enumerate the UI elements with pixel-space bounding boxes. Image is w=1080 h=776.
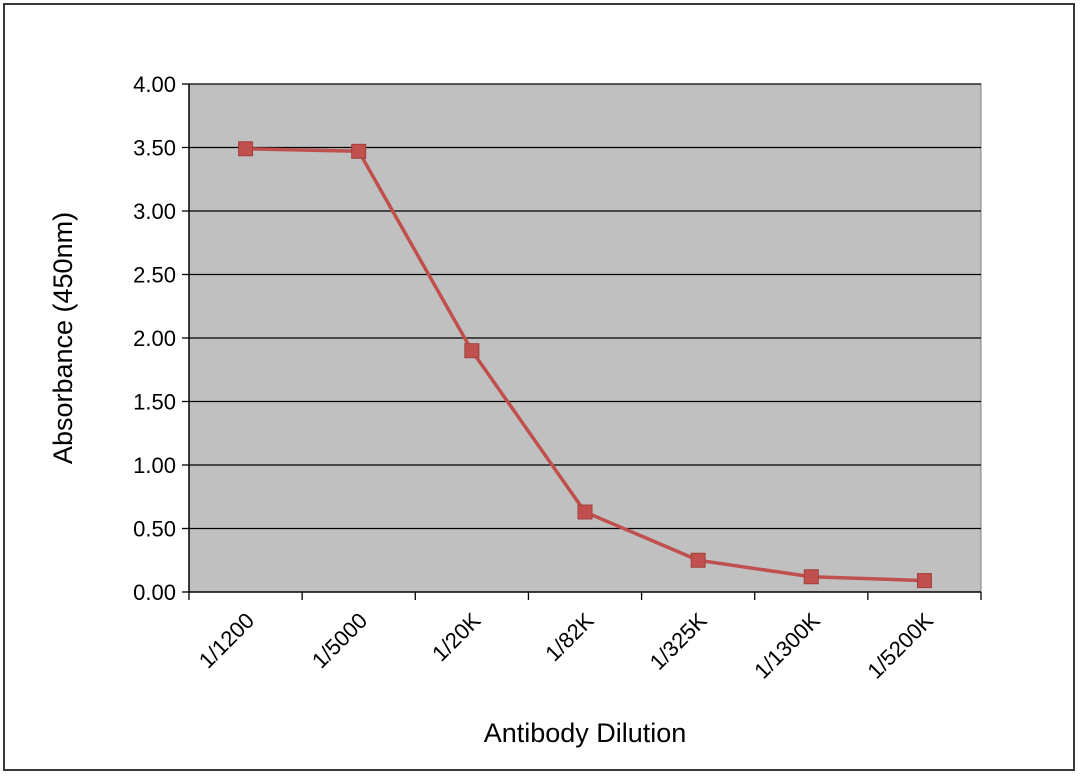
y-tick-label: 0.50: [133, 517, 176, 542]
data-point-marker: [577, 504, 593, 520]
y-tick-label: 3.00: [133, 199, 176, 224]
data-point-marker: [238, 141, 254, 157]
x-tick-label: 1/5000: [307, 608, 372, 673]
data-point-marker: [464, 343, 480, 359]
y-tick-label: 2.50: [133, 263, 176, 288]
x-tick-label: 1/20K: [427, 608, 486, 667]
x-tick-label: 1/1200: [194, 608, 259, 673]
series-layer: [238, 141, 932, 589]
data-point-marker: [690, 552, 706, 568]
data-point-marker: [351, 143, 367, 159]
y-tick-label: 0.00: [133, 580, 176, 605]
y-tick-label: 2.00: [133, 326, 176, 351]
y-tick-label: 4.00: [133, 72, 176, 97]
x-tick-label: 1/1300K: [749, 608, 825, 684]
x-axis-title: Antibody Dilution: [484, 718, 687, 748]
y-tick-label: 1.00: [133, 453, 176, 478]
x-tick-label: 1/325K: [645, 608, 712, 675]
y-tick-label: 3.50: [133, 136, 176, 161]
y-axis-title: Absorbance (450nm): [48, 212, 78, 464]
data-point-marker: [916, 573, 932, 589]
x-tick-label: 1/5200K: [862, 608, 938, 684]
x-tick-label: 1/82K: [540, 608, 599, 667]
y-tick-label: 1.50: [133, 390, 176, 415]
x-tick-labels: 1/1200 1/5000 1/20K 1/82K 1/325K 1/1300K 1/520…: [194, 608, 938, 684]
y-tick-labels: 0.00 0.50 1.00 1.50 2.00 2.50 3.00 3.50 4.00: [133, 72, 176, 605]
plot-area: [182, 83, 982, 600]
data-point-marker: [803, 569, 819, 585]
